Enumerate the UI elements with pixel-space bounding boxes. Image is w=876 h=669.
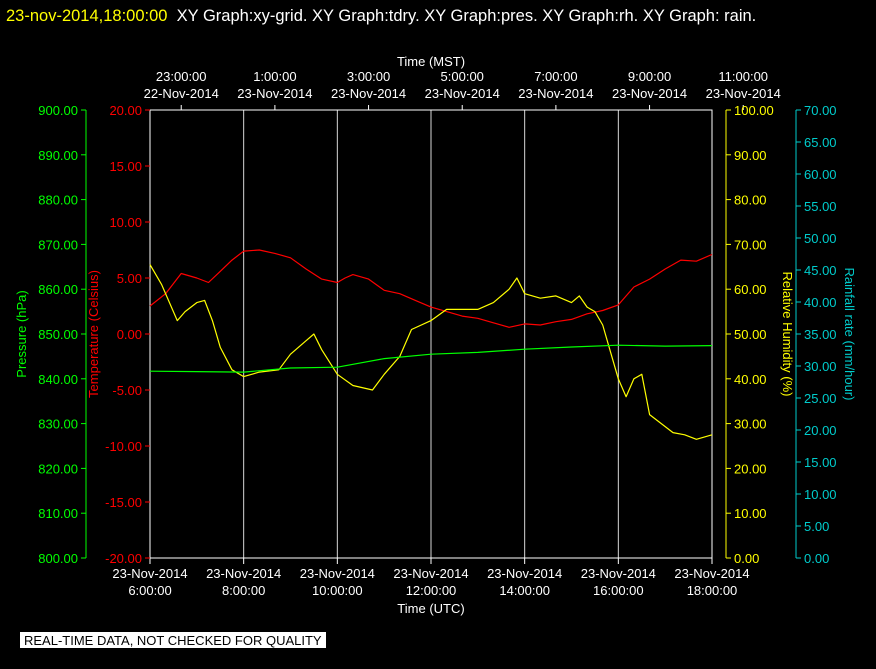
- pressure-axis-label: Pressure (hPa): [14, 290, 29, 377]
- x-top-tick-time: 9:00:00: [628, 69, 671, 84]
- x-top-axis-label: Time (MST): [397, 54, 465, 69]
- x-bottom-tick-time: 14:00:00: [499, 583, 550, 598]
- x-top-tick-time: 5:00:00: [441, 69, 484, 84]
- temperature-tick-label: -15.00: [105, 495, 142, 510]
- x-bottom-tick-date: 23-Nov-2014: [206, 566, 281, 581]
- rain-tick-label: 30.00: [804, 359, 837, 374]
- pressure-tick-label: 830.00: [38, 417, 78, 432]
- rain-tick-label: 50.00: [804, 231, 837, 246]
- x-top-tick-time: 7:00:00: [534, 69, 577, 84]
- humidity-tick-label: 0.00: [734, 551, 759, 566]
- quality-disclaimer: REAL-TIME DATA, NOT CHECKED FOR QUALITY: [20, 632, 326, 648]
- rain-tick-label: 20.00: [804, 423, 837, 438]
- temperature-tick-label: -20.00: [105, 551, 142, 566]
- x-top-tick-time: 1:00:00: [253, 69, 296, 84]
- timestamp: 23-nov-2014,18:00:00: [6, 7, 168, 25]
- rain-tick-label: 70.00: [804, 103, 837, 118]
- humidity-tick-label: 70.00: [734, 237, 767, 252]
- chart-header: 23-nov-2014,18:00:00 XY Graph:xy-grid. X…: [6, 2, 866, 30]
- humidity-series-line: [149, 264, 713, 440]
- graph-titles: XY Graph:xy-grid. XY Graph:tdry. XY Grap…: [176, 7, 757, 25]
- rain-tick-label: 25.00: [804, 391, 837, 406]
- humidity-tick-label: 20.00: [734, 461, 767, 476]
- x-top-tick-time: 3:00:00: [347, 69, 390, 84]
- pressure-tick-label: 800.00: [38, 551, 78, 566]
- x-top-tick-date: 23-Nov-2014: [518, 86, 593, 101]
- humidity-tick-label: 60.00: [734, 282, 767, 297]
- x-top-tick-date: 23-Nov-2014: [425, 86, 500, 101]
- temperature-tick-label: -10.00: [105, 439, 142, 454]
- x-bottom-tick-date: 23-Nov-2014: [300, 566, 375, 581]
- pressure-tick-label: 850.00: [38, 327, 78, 342]
- temperature-axis-label: Temperature (Celsius): [86, 270, 101, 398]
- pressure-tick-label: 900.00: [38, 103, 78, 118]
- x-bottom-tick-time: 6:00:00: [128, 583, 171, 598]
- humidity-axis-label: Relative Humidity (%): [780, 272, 795, 397]
- x-top-tick-date: 23-Nov-2014: [706, 86, 781, 101]
- pressure-tick-label: 810.00: [38, 506, 78, 521]
- temperature-tick-label: -5.00: [112, 383, 142, 398]
- x-top-tick-date: 22-Nov-2014: [144, 86, 219, 101]
- x-bottom-tick-time: 8:00:00: [222, 583, 265, 598]
- rain-tick-label: 35.00: [804, 327, 837, 342]
- temperature-series-line: [149, 249, 713, 328]
- rain-tick-label: 65.00: [804, 135, 837, 150]
- rain-tick-label: 10.00: [804, 487, 837, 502]
- pressure-tick-label: 870.00: [38, 237, 78, 252]
- x-top-tick-date: 23-Nov-2014: [612, 86, 687, 101]
- pressure-tick-label: 890.00: [38, 148, 78, 163]
- rain-axis-label: Rainfall rate (mm/hour): [842, 268, 857, 401]
- x-top-tick-time: 23:00:00: [156, 69, 207, 84]
- pressure-tick-label: 860.00: [38, 282, 78, 297]
- x-bottom-tick-date: 23-Nov-2014: [393, 566, 468, 581]
- x-bottom-tick-date: 23-Nov-2014: [112, 566, 187, 581]
- rain-tick-label: 0.00: [804, 551, 829, 566]
- humidity-tick-label: 100.00: [734, 103, 774, 118]
- rain-tick-label: 55.00: [804, 199, 837, 214]
- pressure-tick-label: 820.00: [38, 461, 78, 476]
- rain-tick-label: 15.00: [804, 455, 837, 470]
- pressure-series-line: [149, 344, 713, 373]
- humidity-tick-label: 40.00: [734, 372, 767, 387]
- temperature-tick-label: 15.00: [109, 159, 142, 174]
- rain-tick-label: 5.00: [804, 519, 829, 534]
- temperature-tick-label: 5.00: [117, 271, 142, 286]
- humidity-tick-label: 80.00: [734, 193, 767, 208]
- pressure-tick-label: 840.00: [38, 372, 78, 387]
- x-top-tick-date: 23-Nov-2014: [237, 86, 312, 101]
- x-top-tick-date: 23-Nov-2014: [331, 86, 406, 101]
- humidity-tick-label: 30.00: [734, 417, 767, 432]
- rain-tick-label: 45.00: [804, 263, 837, 278]
- x-bottom-tick-time: 18:00:00: [687, 583, 738, 598]
- x-bottom-tick-date: 23-Nov-2014: [487, 566, 562, 581]
- x-bottom-tick-time: 12:00:00: [406, 583, 457, 598]
- temperature-tick-label: 20.00: [109, 103, 142, 118]
- x-bottom-tick-date: 23-Nov-2014: [674, 566, 749, 581]
- x-bottom-axis-label: Time (UTC): [397, 601, 464, 616]
- x-bottom-tick-time: 10:00:00: [312, 583, 363, 598]
- temperature-tick-label: 0.00: [117, 327, 142, 342]
- x-bottom-tick-date: 23-Nov-2014: [581, 566, 656, 581]
- rain-tick-label: 60.00: [804, 167, 837, 182]
- humidity-tick-label: 50.00: [734, 327, 767, 342]
- x-bottom-tick-time: 16:00:00: [593, 583, 644, 598]
- humidity-tick-label: 90.00: [734, 148, 767, 163]
- x-top-tick-time: 11:00:00: [718, 69, 768, 84]
- rain-tick-label: 40.00: [804, 295, 837, 310]
- temperature-tick-label: 10.00: [109, 215, 142, 230]
- humidity-tick-label: 10.00: [734, 506, 767, 521]
- pressure-tick-label: 880.00: [38, 193, 78, 208]
